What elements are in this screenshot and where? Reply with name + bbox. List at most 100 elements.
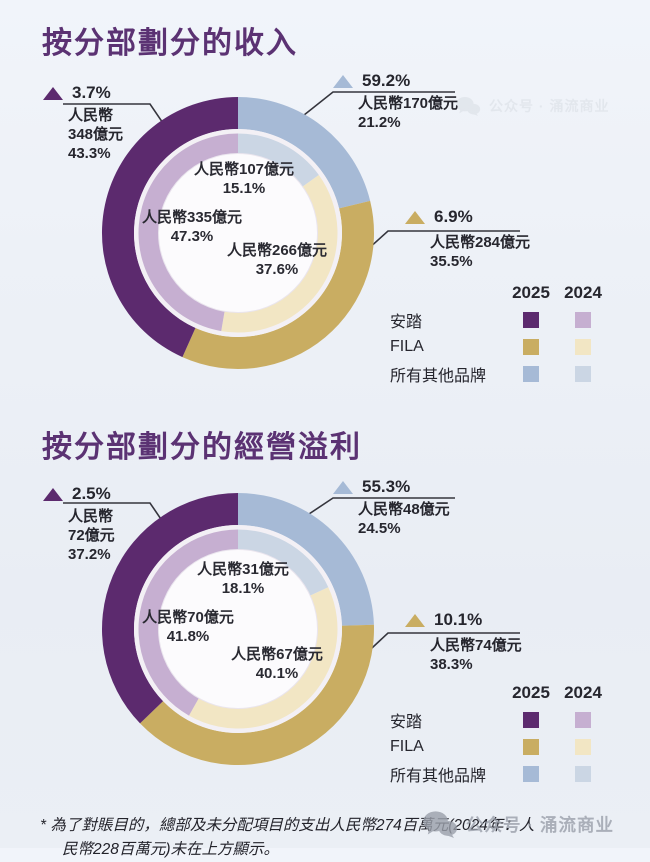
legend-swatch-others-2025: [523, 765, 539, 782]
inner-label-fila-2024: 人民幣266億元 37.6%: [227, 241, 327, 279]
leader-line: [293, 91, 455, 124]
yoy-growth-value: 6.9%: [434, 207, 473, 226]
watermark-text: 公众号 · 涌流商业: [489, 98, 610, 114]
legend-year-2025: 2025: [512, 682, 550, 702]
callout-header: 3.7%: [43, 83, 123, 102]
callout-header: 10.1%: [405, 610, 522, 629]
legend-swatch-anta-2024: [575, 311, 591, 328]
yoy-growth-value: 10.1%: [434, 610, 483, 629]
donut-chart: [101, 96, 374, 370]
watermark-text: 公众号 · 涌流商业: [466, 814, 615, 835]
callout-line: 37.2%: [68, 546, 111, 563]
up-triangle-icon: [405, 210, 425, 224]
chart-title: 按分部劃分的收入: [42, 27, 298, 60]
callout-line: 72億元: [68, 527, 115, 544]
legend-swatch-fila-2024: [575, 338, 591, 355]
chart-section-revenue: 按分部劃分的收入 3.7% 人民幣 348億元 43.3% 59.2% 人民幣1…: [0, 0, 650, 400]
callout-header: 2.5%: [43, 484, 115, 503]
legend-swatch-others-2024: [575, 365, 591, 382]
callout-fila: 6.9% 人民幣284億元 35.5%: [405, 207, 531, 271]
donut-segment-2024-所有其他品牌: [238, 529, 329, 596]
callout-line: 21.2%: [358, 114, 401, 131]
legend-swatch-anta-2025: [523, 311, 539, 328]
inner-label-others-2024: 人民幣31億元 18.1%: [197, 560, 289, 598]
callout-line: 24.5%: [358, 520, 401, 537]
segment-percent: 37.6%: [255, 261, 299, 278]
wechat-icon: [423, 811, 458, 838]
legend-year-2024: 2024: [564, 682, 602, 702]
legend-row-fila: FILA: [390, 337, 424, 355]
legend-year-2024: 2024: [564, 282, 602, 302]
inner-label-anta-2024: 人民幣335億元 47.3%: [142, 208, 242, 246]
up-triangle-icon: [405, 613, 425, 627]
legend-row-anta: 安踏: [390, 313, 423, 331]
segment-value: 人民幣31億元: [197, 561, 289, 578]
up-triangle-icon: [43, 86, 63, 100]
segment-percent: 41.8%: [166, 628, 210, 645]
legend-swatch-fila-2025: [523, 338, 539, 355]
donut-chart: [101, 493, 374, 765]
yoy-growth-value: 2.5%: [72, 484, 111, 503]
callout-header: 59.2%: [333, 71, 458, 90]
callout-line: 人民幣: [68, 107, 114, 124]
callout-anta: 2.5% 人民幣 72億元 37.2%: [43, 484, 115, 564]
legend-row-anta: 安踏: [390, 713, 423, 731]
segment-value: 人民幣67億元: [231, 646, 323, 663]
wechat-icon: [456, 96, 481, 116]
callout-lines: 人民幣 348億元 43.3%: [43, 106, 123, 163]
callout-line: 348億元: [68, 126, 124, 143]
donut-segment-2024-安踏: [138, 133, 238, 332]
legend: 2025 2024 安踏 FILA 所有其他品牌: [390, 282, 609, 385]
segment-percent: 18.1%: [221, 580, 265, 597]
watermark-top: 公众号 · 涌流商业: [455, 96, 609, 116]
donut-segment-2024-FILA: [188, 587, 338, 729]
callout-line: 人民幣170億元: [358, 95, 459, 112]
donut-center: [158, 549, 318, 709]
legend: 2025 2024 安踏 FILA 所有其他品牌: [390, 682, 609, 785]
callout-line: 人民幣74億元: [430, 637, 522, 654]
segment-value: 人民幣335億元: [141, 209, 243, 226]
callout-line: 38.3%: [430, 656, 473, 673]
legend-swatch-fila-2025: [523, 738, 539, 755]
yoy-growth-value: 59.2%: [362, 71, 411, 90]
inner-label-others-2024: 人民幣107億元 15.1%: [194, 160, 294, 198]
callout-header: 55.3%: [333, 477, 450, 496]
donut-segment-2025-FILA: [182, 200, 374, 370]
callout-anta: 3.7% 人民幣 348億元 43.3%: [43, 83, 123, 163]
yoy-growth-value: 55.3%: [362, 477, 411, 496]
legend-row-fila: FILA: [390, 737, 424, 755]
donut-segment-2024-FILA: [221, 175, 338, 333]
up-triangle-icon: [333, 480, 353, 494]
segment-percent: 15.1%: [222, 180, 266, 197]
legend-swatch-fila-2024: [575, 738, 591, 755]
up-triangle-icon: [333, 74, 353, 88]
up-triangle-icon: [43, 487, 63, 501]
callout-lines: 人民幣74億元 38.3%: [405, 636, 522, 674]
donut-segment-2025-FILA: [140, 624, 374, 765]
donut-segment-2025-安踏: [101, 96, 238, 358]
legend-swatch-others-2025: [523, 365, 539, 382]
callout-header: 6.9%: [405, 207, 530, 226]
legend-swatch-anta-2025: [523, 711, 539, 728]
segment-value: 人民幣70億元: [142, 609, 234, 626]
legend-row-others: 所有其他品牌: [390, 367, 487, 385]
segment-percent: 40.1%: [255, 665, 299, 682]
chart-section-operating-profit: 按分部劃分的經營溢利 2.5% 人民幣 72億元 37.2% 55.3% 人民幣…: [0, 400, 650, 795]
callout-line: 人民幣: [68, 508, 114, 525]
callout-lines: 人民幣48億元 24.5%: [333, 500, 450, 538]
inner-label-fila-2024: 人民幣67億元 40.1%: [231, 645, 323, 683]
segment-percent: 47.3%: [170, 228, 214, 245]
callout-line: 人民幣48億元: [358, 501, 450, 518]
chart-title: 按分部劃分的經營溢利: [42, 431, 362, 464]
segment-value: 人民幣266億元: [226, 242, 328, 259]
donut-segment-2024-安踏: [138, 529, 238, 716]
segment-value: 人民幣107億元: [193, 161, 295, 178]
callout-line: 43.3%: [68, 145, 111, 162]
donut-chart-svg: [63, 91, 520, 370]
callout-line: 人民幣284億元: [430, 234, 531, 251]
donut-center: [158, 153, 318, 313]
callout-fila: 10.1% 人民幣74億元 38.3%: [405, 610, 522, 674]
callout-lines: 人民幣170億元 21.2%: [333, 94, 458, 132]
legend-year-2025: 2025: [512, 282, 550, 302]
